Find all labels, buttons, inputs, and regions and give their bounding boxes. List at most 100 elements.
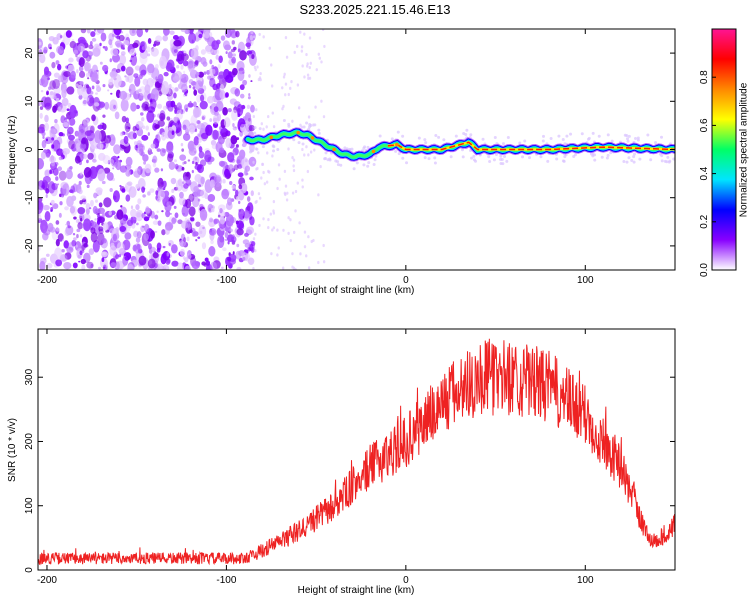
noise-blob: [79, 70, 86, 78]
noise-blob: [128, 186, 137, 198]
noise-blob: [61, 88, 67, 99]
noise-blob: [300, 45, 304, 49]
noise-blob: [306, 73, 310, 77]
noise-blob: [62, 183, 70, 196]
halo-blob: [292, 138, 296, 142]
noise-blob: [272, 226, 276, 230]
noise-blob: [305, 52, 308, 57]
noise-blob: [294, 189, 298, 194]
noise-blob: [148, 243, 152, 250]
noise-blob: [109, 58, 113, 63]
noise-blob: [109, 134, 116, 146]
noise-blob: [65, 169, 73, 180]
noise-blob: [124, 255, 130, 261]
noise-blob: [255, 108, 258, 112]
noise-blob: [166, 59, 175, 71]
noise-blob: [246, 104, 251, 110]
noise-blob: [284, 192, 287, 197]
noise-blob: [71, 239, 77, 247]
noise-blob: [106, 172, 114, 181]
x-tick-label: 100: [577, 275, 594, 286]
noise-blob: [62, 122, 69, 128]
noise-blob: [44, 136, 53, 145]
noise-blob: [99, 61, 103, 65]
noise-blob: [200, 176, 205, 185]
noise-blob: [231, 67, 238, 76]
noise-blob: [65, 223, 68, 226]
noise-blob: [112, 233, 118, 242]
halo-blob: [636, 138, 640, 142]
noise-blob: [45, 138, 49, 142]
noise-blob: [101, 257, 105, 263]
noise-blob: [167, 129, 176, 140]
noise-blob: [90, 139, 97, 150]
halo-blob: [523, 139, 527, 143]
noise-blob: [135, 148, 139, 151]
noise-blob: [78, 94, 83, 100]
halo-blob: [465, 128, 469, 132]
noise-blob: [60, 194, 65, 198]
halo-blob: [501, 142, 505, 146]
noise-blob: [93, 192, 98, 199]
noise-blob: [221, 78, 227, 83]
noise-blob: [108, 78, 114, 86]
noise-blob: [230, 135, 238, 145]
noise-blob: [234, 126, 237, 129]
noise-blob: [147, 191, 151, 196]
halo-blob: [625, 160, 629, 164]
noise-blob: [109, 245, 117, 257]
noise-blob: [227, 51, 233, 59]
noise-blob: [89, 40, 93, 46]
noise-blob: [149, 98, 157, 110]
noise-blob: [162, 264, 170, 270]
noise-blob: [292, 164, 295, 168]
noise-blob: [248, 93, 251, 97]
noise-blob: [104, 101, 110, 110]
halo-blob: [630, 159, 634, 163]
noise-blob: [90, 125, 95, 134]
noise-blob: [161, 148, 167, 153]
noise-blob: [112, 167, 115, 170]
noise-blob: [252, 237, 256, 241]
halo-blob: [569, 132, 573, 136]
halo-blob: [367, 161, 371, 165]
noise-blob: [152, 220, 159, 226]
noise-blob: [58, 131, 64, 137]
halo-blob: [339, 163, 343, 167]
noise-blob: [184, 93, 188, 97]
noise-blob: [295, 44, 299, 48]
noise-blob: [94, 130, 102, 144]
noise-blob: [102, 266, 106, 269]
noise-blob: [135, 183, 140, 189]
noise-blob: [56, 45, 64, 55]
noise-blob: [170, 177, 177, 185]
halo-blob: [427, 157, 431, 161]
halo-blob: [297, 141, 301, 145]
noise-blob: [262, 170, 265, 175]
halo-blob: [627, 134, 631, 138]
halo-blob: [546, 159, 550, 163]
noise-blob: [155, 190, 159, 196]
halo-blob: [362, 163, 366, 167]
noise-blob: [192, 156, 200, 165]
noise-blob: [157, 73, 164, 84]
noise-blob: [287, 147, 290, 151]
noise-blob: [42, 225, 46, 230]
noise-blob: [195, 71, 200, 76]
halo-blob: [352, 167, 356, 171]
noise-blob: [182, 181, 185, 185]
noise-blob: [180, 64, 184, 70]
halo-blob: [503, 154, 507, 158]
noise-blob: [172, 35, 179, 41]
noise-blob: [92, 240, 100, 253]
noise-blob: [73, 49, 79, 55]
noise-blob: [135, 104, 140, 110]
noise-blob: [251, 54, 255, 59]
noise-blob: [260, 176, 263, 180]
noise-blob: [306, 62, 309, 66]
noise-blob: [63, 70, 71, 78]
noise-blob: [59, 34, 63, 39]
noise-blob: [63, 119, 70, 128]
noise-blob: [184, 265, 191, 270]
noise-blob: [265, 180, 269, 184]
